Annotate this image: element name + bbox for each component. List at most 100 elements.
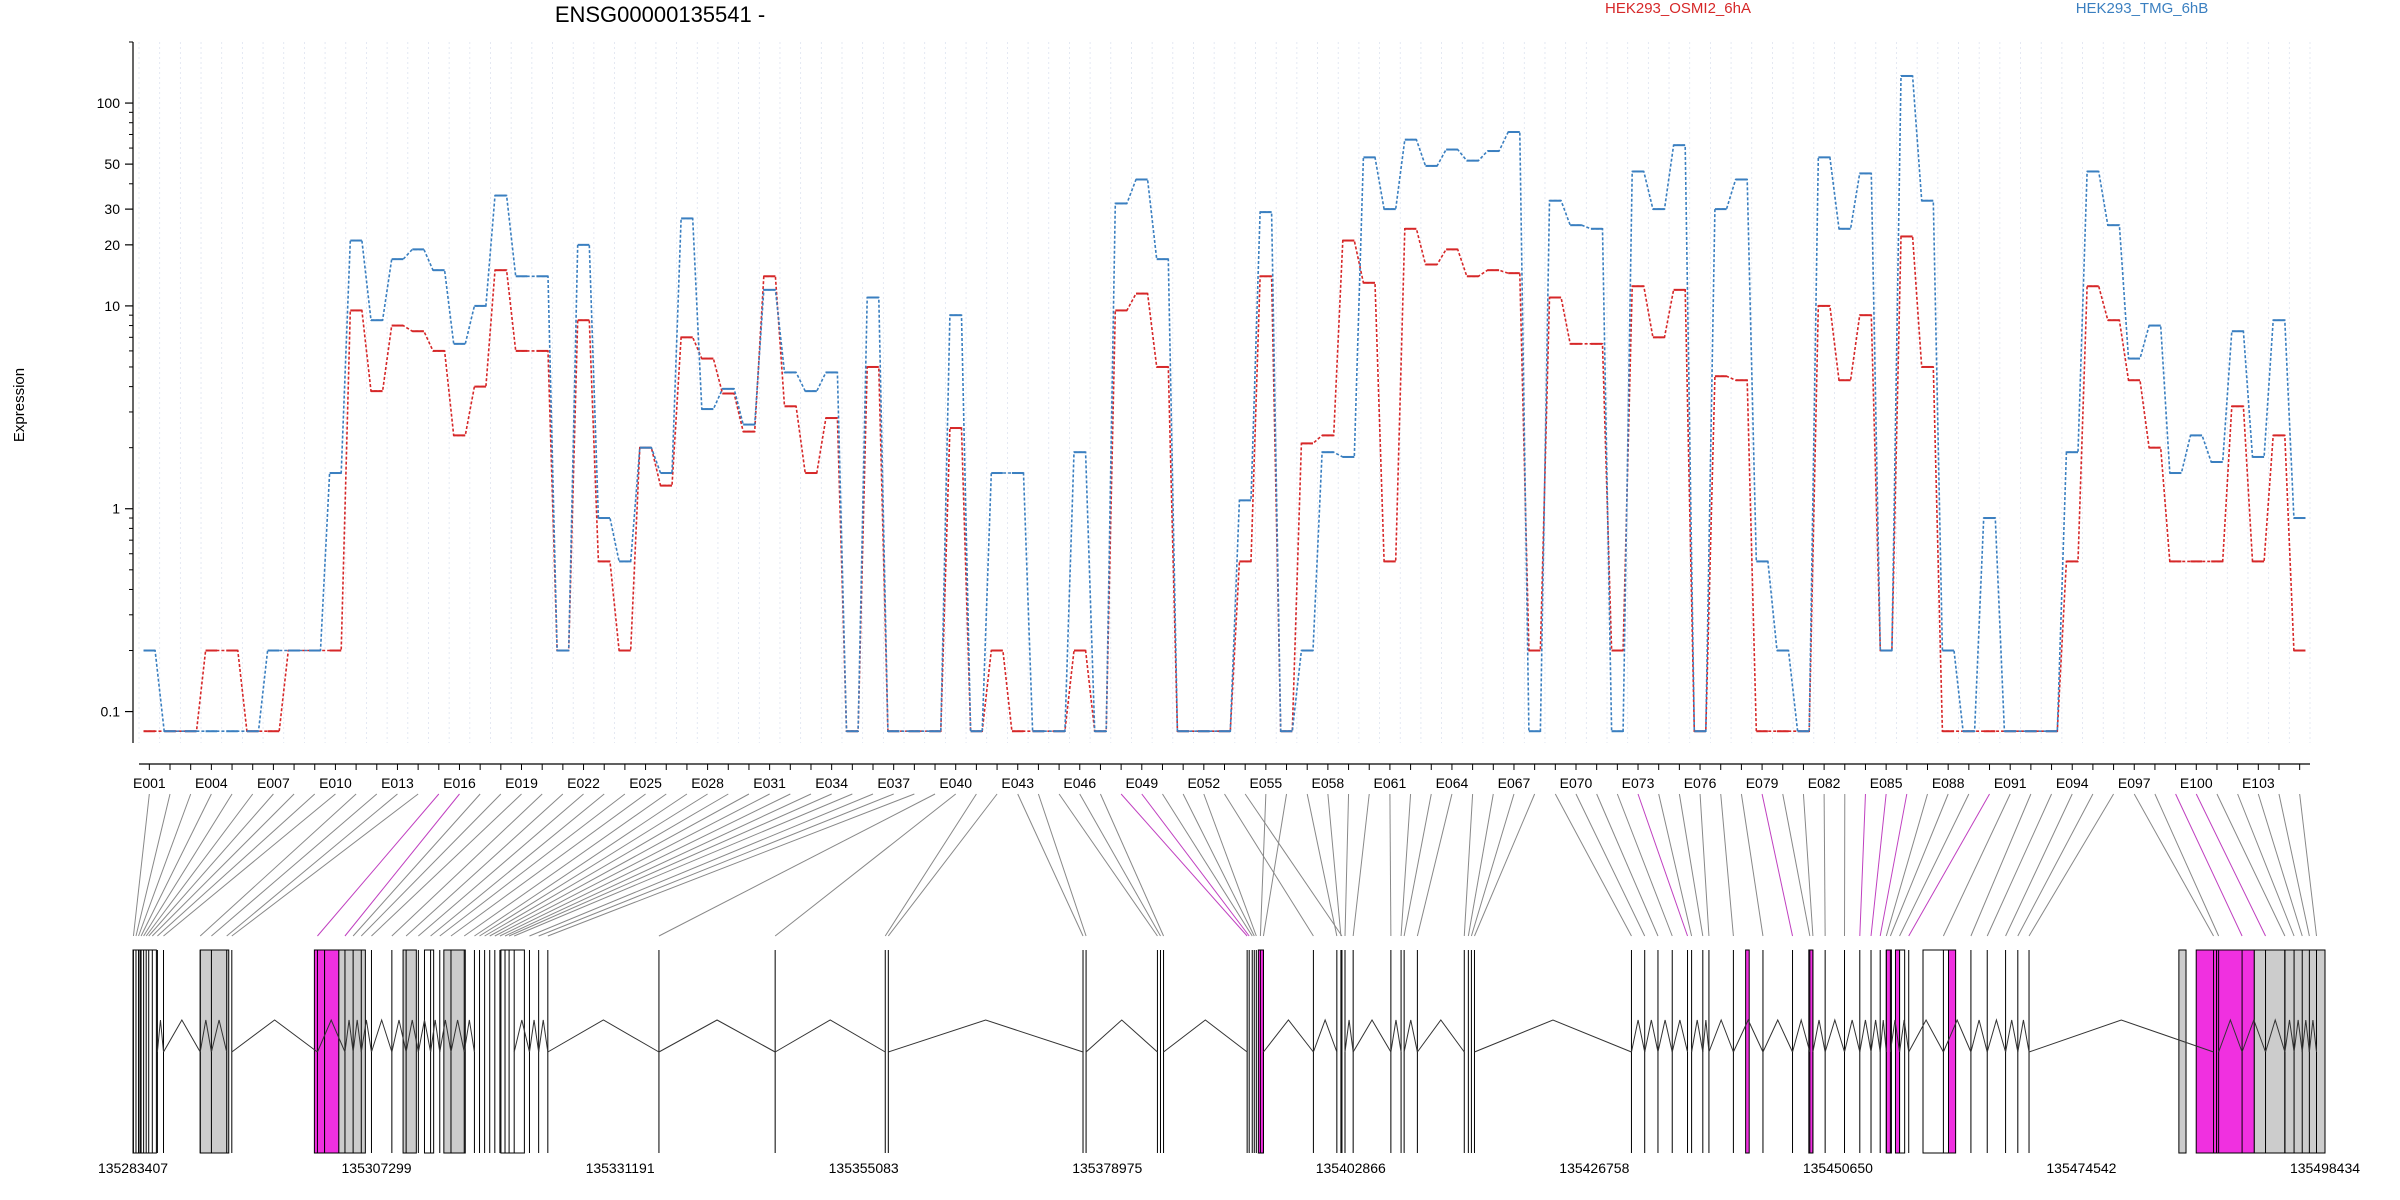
intron-line: [1708, 1018, 1734, 1053]
x-tick-label: E058: [1312, 775, 1345, 791]
connector-line: [1244, 793, 1343, 937]
coordinate-label: 135450650: [1803, 1160, 1873, 1176]
intron-line: [1859, 1019, 1872, 1053]
connector-line: [1720, 793, 1734, 937]
exon-block: [2178, 949, 2187, 1154]
connector-line: [1889, 793, 1949, 937]
y-ticks: 0.1 1 10 20 30 50 100: [97, 41, 133, 720]
intron-line: [1792, 1018, 1811, 1053]
connector-line: [138, 793, 192, 937]
intron-line: [405, 1019, 419, 1053]
connector-line: [1463, 793, 1474, 937]
connector-line: [226, 793, 398, 937]
x-tick-label: E103: [2242, 775, 2275, 791]
connector-line: [504, 793, 812, 937]
intron-line: [370, 1018, 393, 1053]
connector-line: [1678, 793, 1704, 937]
connector-line: [405, 793, 564, 937]
y-tick-label: 30: [104, 201, 120, 217]
connector-line: [352, 793, 481, 937]
intron-line: [439, 1019, 452, 1053]
connector-line: [2237, 793, 2295, 937]
exon-block: [1745, 949, 1750, 1154]
connector-line: [1262, 793, 1288, 937]
connector-line: [157, 793, 316, 937]
connector-line: [494, 793, 770, 937]
intron-line: [2241, 1018, 2266, 1053]
connector-line: [1575, 793, 1646, 937]
intron-line: [2218, 1018, 2243, 1053]
exon-connectors: [132, 793, 2317, 937]
intron-line: [417, 1019, 432, 1053]
connector-line: [1182, 793, 1255, 937]
connector-line: [1823, 793, 1826, 937]
exon-block: [313, 949, 326, 1154]
connector-line: [1879, 793, 1908, 937]
connector-line: [1017, 793, 1084, 937]
connector-line: [1120, 793, 1248, 937]
connector-line: [1474, 793, 1536, 937]
connector-line: [1908, 793, 1990, 937]
x-tick-label: E037: [877, 775, 910, 791]
intron-line: [450, 1019, 465, 1053]
intron-line: [1474, 1019, 1632, 1053]
intron-line: [360, 1019, 372, 1053]
intron-line: [1970, 1019, 1988, 1053]
intron-line: [1352, 1019, 1392, 1053]
genomic-coordinates: 135283407 135307299 135331191 135355083 1353…: [98, 1160, 2360, 1176]
exon-block: [1922, 949, 1949, 1154]
connector-line: [513, 793, 853, 937]
connector-line: [199, 793, 357, 937]
connector-line: [148, 793, 274, 937]
intron-line: [774, 1019, 886, 1053]
connector-line: [163, 793, 336, 937]
series-HEK293_TMG_6hB: [143, 74, 2306, 733]
x-tick-label: E007: [257, 775, 290, 791]
x-tick-label: E091: [1994, 775, 2027, 791]
intron-line: [316, 1018, 346, 1053]
intron-line: [1732, 1018, 1764, 1053]
connector-line: [344, 793, 460, 937]
connector-line: [439, 793, 626, 937]
connector-line: [1859, 793, 1866, 937]
intron-line: [1762, 1018, 1793, 1053]
connector-line: [489, 793, 750, 937]
connector-line: [1162, 793, 1253, 937]
intron-line: [163, 1018, 201, 1053]
intron-line: [1390, 1019, 1402, 1053]
connector-line: [2005, 793, 2073, 937]
intron-line: [658, 1019, 776, 1053]
x-tick-label: E022: [567, 775, 600, 791]
exon-block: [1947, 949, 1957, 1154]
intron-line: [2028, 1019, 2214, 1053]
connector-line: [418, 793, 584, 937]
x-tick-label: E031: [753, 775, 786, 791]
connector-line: [2299, 793, 2317, 937]
exon-block: [1257, 949, 1264, 1154]
axes: [132, 42, 2310, 765]
intron-line: [1899, 1019, 1910, 1053]
intron-line: [2017, 1019, 2030, 1053]
exon-block: [324, 949, 340, 1154]
connector-line: [658, 793, 936, 937]
connector-line: [1403, 793, 1432, 937]
intron-line: [1942, 1018, 1972, 1053]
intron-line: [1908, 1018, 1944, 1053]
connector-line: [132, 793, 150, 937]
connector-line: [1802, 793, 1814, 937]
connector-line: [474, 793, 688, 937]
intron-line: [1403, 1019, 1418, 1053]
connector-line: [231, 793, 419, 937]
connector-line: [508, 793, 832, 937]
x-tick-label: E088: [1932, 775, 1965, 791]
coordinate-label: 135355083: [829, 1160, 899, 1176]
connector-line: [1389, 793, 1392, 937]
grid: [138, 42, 2311, 743]
intron-line: [1344, 1019, 1354, 1053]
connector-line: [2195, 793, 2266, 937]
connector-line: [2154, 793, 2220, 937]
coordinate-label: 135378975: [1072, 1160, 1142, 1176]
exon-block: [2284, 949, 2326, 1154]
intron-line: [2293, 1019, 2303, 1053]
x-tick-label: E052: [1187, 775, 1220, 791]
